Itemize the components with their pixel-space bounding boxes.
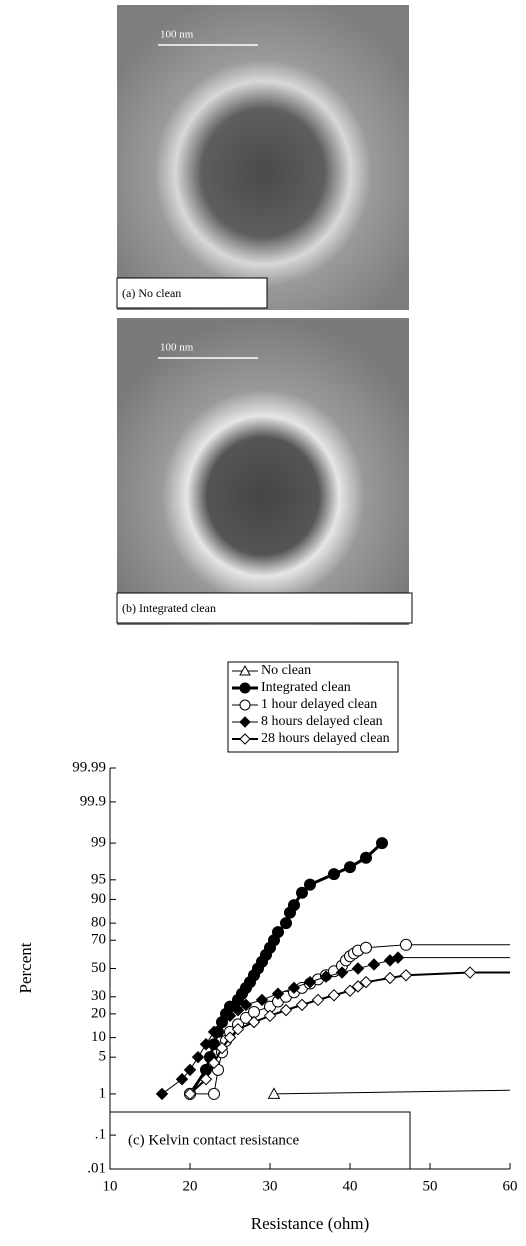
scale-bar-label: 100 nm (160, 342, 194, 354)
point (305, 879, 316, 890)
image-caption: (b) Integrated clean (122, 601, 216, 615)
sem-image-b (117, 318, 412, 625)
y-axis-label: Percent (16, 942, 35, 993)
point (329, 869, 340, 880)
y-tick-label: 99 (91, 835, 106, 851)
y-tick-label: 95 (91, 871, 106, 887)
x-tick-label: 40 (343, 1178, 358, 1194)
point (329, 990, 340, 1001)
x-tick-label: 60 (503, 1178, 518, 1194)
point (281, 1005, 292, 1016)
point (361, 852, 372, 863)
scale-bar-label: 100 nm (160, 29, 194, 41)
plot-area (157, 838, 511, 1100)
y-tick-label: 99.99 (72, 759, 106, 775)
legend-marker (240, 700, 250, 710)
series-line (274, 1090, 510, 1094)
point (193, 1052, 204, 1063)
y-tick-label: 70 (91, 932, 106, 948)
x-tick-label: 10 (103, 1178, 118, 1194)
y-tick-label: 99.9 (80, 793, 106, 809)
point (313, 994, 324, 1005)
image-caption: (a) No clean (122, 286, 181, 300)
figure: 100 nm (a) No clean 100 nm (b) Integrate… (0, 0, 526, 1241)
y-tick-label: 50 (91, 960, 106, 976)
point (345, 862, 356, 873)
legend-label: Integrated clean (261, 680, 351, 695)
y-tick-label: 20 (91, 1005, 106, 1021)
y-tick-label: .01 (87, 1160, 106, 1176)
legend-label: 1 hour delayed clean (261, 697, 377, 712)
legend-label: No clean (261, 663, 311, 678)
point (385, 973, 396, 984)
point (289, 900, 300, 911)
y-tick-label: 10 (91, 1029, 106, 1045)
y-tick-label: 1 (99, 1085, 107, 1101)
point (249, 1006, 260, 1017)
point (265, 1010, 276, 1021)
point (361, 942, 372, 953)
point (297, 999, 308, 1010)
y-tick-label: .1 (95, 1127, 106, 1143)
x-axis-label: Resistance (ohm) (251, 1214, 370, 1233)
point (369, 959, 380, 970)
legend-label: 8 hours delayed clean (261, 714, 383, 729)
point (377, 838, 388, 849)
x-tick-label: 50 (423, 1178, 438, 1194)
page: {"images": [ {"scale_bar": "100 nm", "ca… (0, 0, 526, 1241)
x-tick-label: 20 (183, 1178, 198, 1194)
point (281, 918, 292, 929)
point (209, 1088, 220, 1099)
point (157, 1088, 168, 1099)
legend-label: 28 hours delayed clean (261, 731, 390, 746)
y-tick-label: 90 (91, 891, 106, 907)
y-tick-label: 30 (91, 988, 106, 1004)
point (401, 939, 412, 950)
x-tick-label: 30 (263, 1178, 278, 1194)
point (465, 967, 476, 978)
point (353, 963, 364, 974)
legend-marker (240, 683, 250, 693)
y-tick-label: 5 (99, 1049, 107, 1065)
point (273, 927, 284, 938)
sem-image-a (117, 5, 409, 310)
annotation: (c) Kelvin contact resistance (128, 1132, 300, 1148)
y-tick-label: 80 (91, 915, 106, 931)
point (401, 970, 412, 981)
